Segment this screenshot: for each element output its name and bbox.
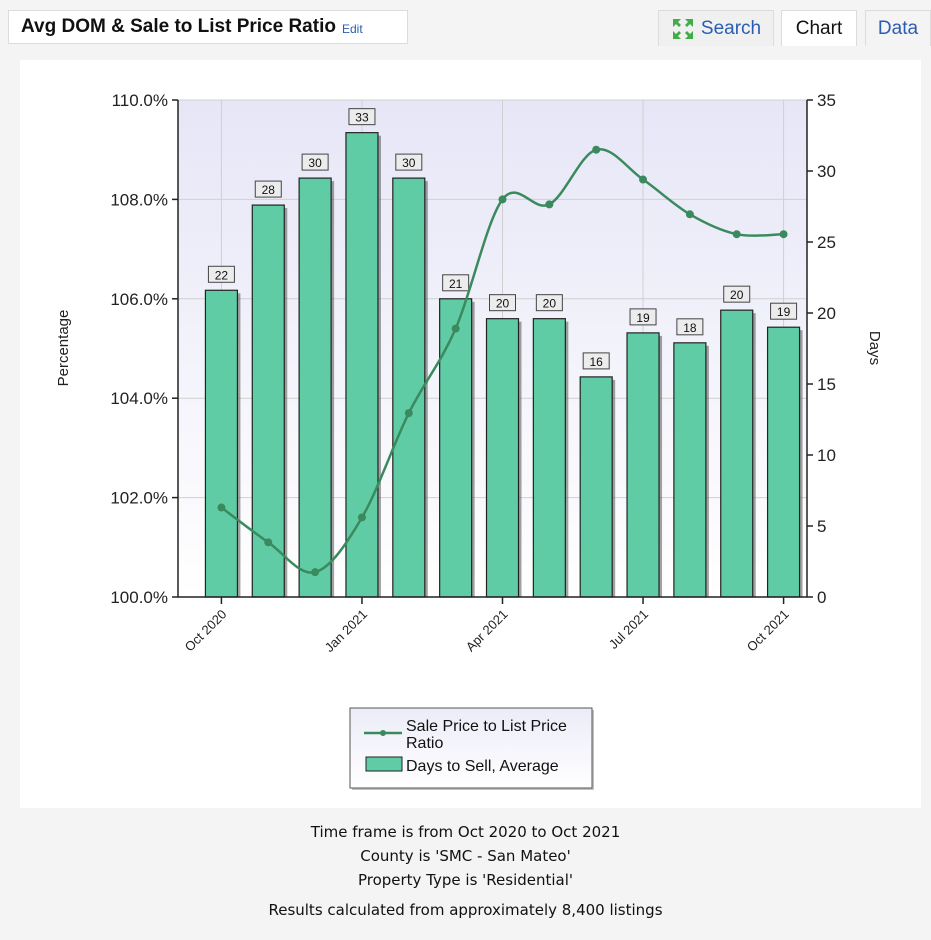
bar — [392, 177, 426, 598]
bar-data-label-box — [254, 180, 282, 198]
legend: Sale Price to List Price Ratio Days to S… — [349, 707, 594, 790]
y-right-tick-label: 25 — [817, 233, 836, 252]
bar-data-label: 20 — [730, 288, 744, 302]
bar — [673, 342, 707, 598]
page-title: Avg DOM & Sale to List Price Ratio — [21, 16, 336, 37]
bar-data-label: 33 — [355, 111, 369, 125]
bar — [720, 309, 754, 598]
ratio-point — [685, 210, 694, 219]
ratio-point — [592, 145, 601, 154]
ratio-point — [545, 200, 554, 209]
footer-time-frame: Time frame is from Oct 2020 to Oct 2021 — [310, 823, 621, 841]
bar — [439, 298, 473, 598]
bar-data-label: 20 — [543, 297, 557, 311]
bar-data-label: 16 — [590, 355, 604, 369]
bar — [532, 318, 566, 598]
y-right-tick-label: 5 — [817, 517, 826, 536]
bar-data-label-box — [442, 274, 470, 292]
y-right-tick-label: 0 — [817, 588, 826, 607]
ratio-point — [357, 513, 366, 522]
x-tick-label: Oct 2020 — [182, 607, 230, 655]
expand-icon — [672, 18, 693, 39]
title-box: Avg DOM & Sale to List Price Ratio Edit — [8, 10, 408, 44]
ratio-point — [404, 409, 413, 418]
bar-data-label-box — [301, 153, 329, 171]
y-right-tick-label: 10 — [817, 446, 836, 465]
tab-data[interactable]: Data — [865, 10, 931, 46]
bar-data-label-box — [723, 285, 751, 303]
bar-data-label-box — [582, 352, 610, 370]
tab-chart-label: Chart — [795, 17, 843, 39]
ratio-point — [779, 230, 788, 239]
ratio-point — [311, 568, 320, 577]
bar-data-label-box — [207, 265, 235, 283]
x-tick-label: Apr 2021 — [463, 607, 511, 655]
bar — [766, 326, 801, 598]
bar — [204, 289, 239, 598]
bar — [251, 204, 285, 598]
y-right-tick-label: 30 — [817, 162, 836, 181]
bar-data-label: 20 — [496, 297, 510, 311]
footer-results: Results calculated from approximately 8,… — [268, 901, 663, 919]
bar-data-label: 28 — [262, 183, 276, 197]
y-right-tick-label: 35 — [817, 91, 836, 110]
tab-chart[interactable]: Chart — [781, 10, 857, 46]
x-tick-label: Oct 2021 — [744, 607, 792, 655]
bar-data-label-box — [535, 294, 563, 312]
footer-county: County is 'SMC - San Mateo' — [360, 847, 571, 865]
legend-bar-label: Days to Sell, Average — [406, 758, 559, 775]
y-left-tick-label: 104.0% — [110, 389, 168, 408]
bar-data-label: 30 — [402, 156, 416, 170]
bar-data-label: 30 — [308, 156, 322, 170]
x-tick-label: Jan 2021 — [322, 607, 370, 655]
bar-data-label-box — [348, 108, 376, 126]
y-right-axis-title: Days — [866, 331, 883, 365]
y-right-tick-label: 20 — [817, 304, 836, 323]
bar-data-label-box — [395, 153, 423, 171]
bar — [485, 318, 520, 598]
chart-svg: 22 28 30 33 30 21 20 20 16 19 18 20 19 100.0% 102.0% 1… — [55, 91, 883, 790]
bar-data-label: 19 — [636, 311, 650, 325]
y-left-axis-title: Percentage — [55, 310, 72, 387]
bar-data-label: 22 — [215, 268, 229, 282]
y-left-tick-label: 102.0% — [110, 489, 168, 508]
ratio-line — [220, 148, 784, 574]
ratio-point — [264, 538, 273, 547]
legend-line-marker — [380, 730, 386, 736]
tab-search[interactable]: Search — [658, 10, 774, 46]
x-tick-label: Jul 2021 — [606, 607, 651, 652]
legend-line-label-1: Sale Price to List Price — [406, 718, 567, 735]
bar — [626, 332, 660, 598]
bar-data-label: 21 — [449, 277, 463, 291]
y-left-tick-label: 100.0% — [110, 588, 168, 607]
y-left-tick-label: 110.0% — [112, 91, 168, 110]
tab-data-label: Data — [877, 17, 919, 39]
header-bar: Avg DOM & Sale to List Price Ratio Edit … — [0, 0, 931, 48]
bar-data-label-box — [629, 308, 657, 326]
y-right-tick-label: 15 — [817, 375, 836, 394]
bar — [345, 132, 379, 598]
ratio-point — [451, 324, 460, 333]
ratio-point — [732, 230, 741, 239]
bar-data-label-box — [489, 294, 516, 312]
bar — [298, 177, 332, 598]
chart-panel: 22 28 30 33 30 21 20 20 16 19 18 20 19 100.0% 102.0% 1… — [20, 60, 921, 808]
ratio-point — [498, 195, 507, 204]
bar-data-label: 18 — [683, 321, 697, 335]
footer-property-type: Property Type is 'Residential' — [357, 871, 574, 889]
bar-data-label-box — [770, 302, 798, 320]
footer: Time frame is from Oct 2020 to Oct 2021 … — [0, 820, 931, 922]
edit-link[interactable]: Edit — [341, 21, 363, 36]
bar — [579, 376, 613, 598]
y-left-tick-label: 108.0% — [110, 190, 168, 209]
tab-search-label: Search — [700, 17, 762, 39]
ratio-point — [217, 503, 226, 512]
y-left-tick-label: 106.0% — [110, 290, 168, 309]
legend-bar-swatch — [365, 756, 403, 772]
legend-line-label-2: Ratio — [406, 735, 443, 752]
bar-data-label-box — [676, 318, 704, 336]
ratio-point — [639, 175, 648, 184]
bar-data-label: 19 — [777, 305, 791, 319]
